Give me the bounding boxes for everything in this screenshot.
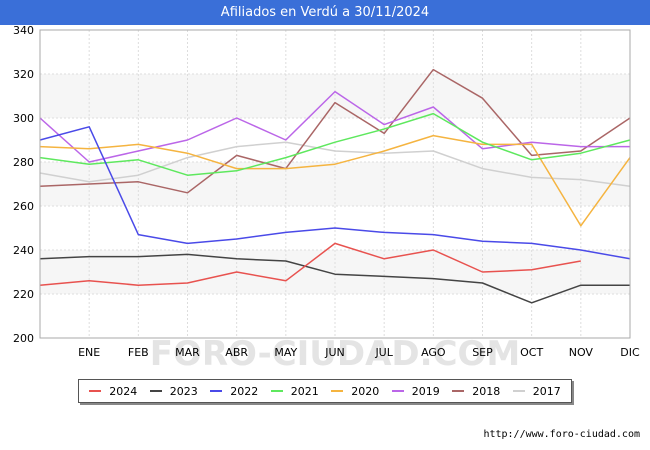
legend-swatch bbox=[331, 390, 344, 392]
series-line-2017 bbox=[39, 141, 631, 187]
y-tick-label: 200 bbox=[13, 332, 34, 345]
series-line-2024 bbox=[39, 242, 581, 286]
legend-item-2024: 2024 bbox=[89, 385, 137, 398]
legend: 2024 2023 2022 2021 2020 2019 2018 2017 bbox=[78, 379, 572, 403]
y-tick-label: 240 bbox=[13, 244, 34, 257]
legend-label: 2024 bbox=[109, 384, 138, 398]
legend-label: 2023 bbox=[169, 384, 198, 398]
series-line-2020 bbox=[39, 134, 631, 227]
legend-swatch bbox=[270, 390, 283, 392]
watermark: FORO-CIUDAD.COM bbox=[150, 334, 521, 374]
legend-swatch bbox=[89, 390, 102, 392]
x-tick-label: OCT bbox=[520, 346, 543, 359]
y-tick-label: 340 bbox=[13, 24, 34, 37]
series-lines bbox=[39, 68, 631, 304]
x-tick-label: DIC bbox=[620, 346, 640, 359]
legend-item-2020: 2020 bbox=[331, 385, 379, 398]
y-tick-label: 260 bbox=[13, 200, 34, 213]
x-tick-label: AGO bbox=[421, 346, 446, 359]
series-line-2023 bbox=[39, 253, 630, 304]
y-tick-label: 300 bbox=[13, 112, 34, 125]
x-tick-label: MAY bbox=[274, 346, 297, 359]
x-tick-label: NOV bbox=[569, 346, 594, 359]
legend-swatch bbox=[452, 390, 465, 392]
x-tick-label: ABR bbox=[225, 346, 248, 359]
legend-swatch bbox=[391, 390, 404, 392]
x-tick-label: ENE bbox=[78, 346, 100, 359]
legend-label: 2022 bbox=[230, 384, 259, 398]
x-tick-label: JUN bbox=[324, 346, 345, 359]
legend-label: 2017 bbox=[532, 384, 561, 398]
legend-label: 2018 bbox=[472, 384, 501, 398]
chart-title: Afiliados en Verdú a 30/11/2024 bbox=[0, 0, 650, 25]
legend-label: 2021 bbox=[290, 384, 319, 398]
legend-label: 2019 bbox=[411, 384, 440, 398]
x-tick-label: SEP bbox=[472, 346, 493, 359]
legend-item-2017: 2017 bbox=[512, 384, 561, 398]
legend-item-2022: 2022 bbox=[210, 385, 258, 398]
x-tick-label: FEB bbox=[128, 346, 149, 359]
plot-frame bbox=[39, 29, 631, 339]
y-tick-label: 280 bbox=[13, 156, 34, 169]
x-tick-label: JUL bbox=[374, 346, 393, 359]
legend-item-2019: 2019 bbox=[391, 384, 440, 398]
source-url: http://www.foro-ciudad.com bbox=[483, 429, 640, 440]
series-line-2019 bbox=[39, 90, 630, 163]
legend-item-2023: 2023 bbox=[149, 384, 198, 398]
legend-swatch bbox=[512, 390, 525, 392]
y-tick-label: 220 bbox=[13, 288, 34, 301]
series-line-2018 bbox=[39, 68, 631, 194]
tick-labels: 200 220 240 260 280 300 320 340 ENE FEB MAR ABR MAY J… bbox=[13, 24, 640, 359]
x-tick-label: MAR bbox=[175, 346, 200, 359]
series-line-2021 bbox=[39, 112, 631, 176]
legend-item-2021: 2021 bbox=[270, 384, 319, 398]
legend-item-2018: 2018 bbox=[452, 385, 500, 398]
series-line-2022 bbox=[39, 126, 631, 260]
y-tick-label: 320 bbox=[13, 68, 34, 81]
legend-swatch bbox=[210, 390, 223, 392]
legend-label: 2020 bbox=[351, 384, 380, 398]
axes bbox=[39, 29, 631, 339]
legend-swatch bbox=[149, 390, 162, 392]
